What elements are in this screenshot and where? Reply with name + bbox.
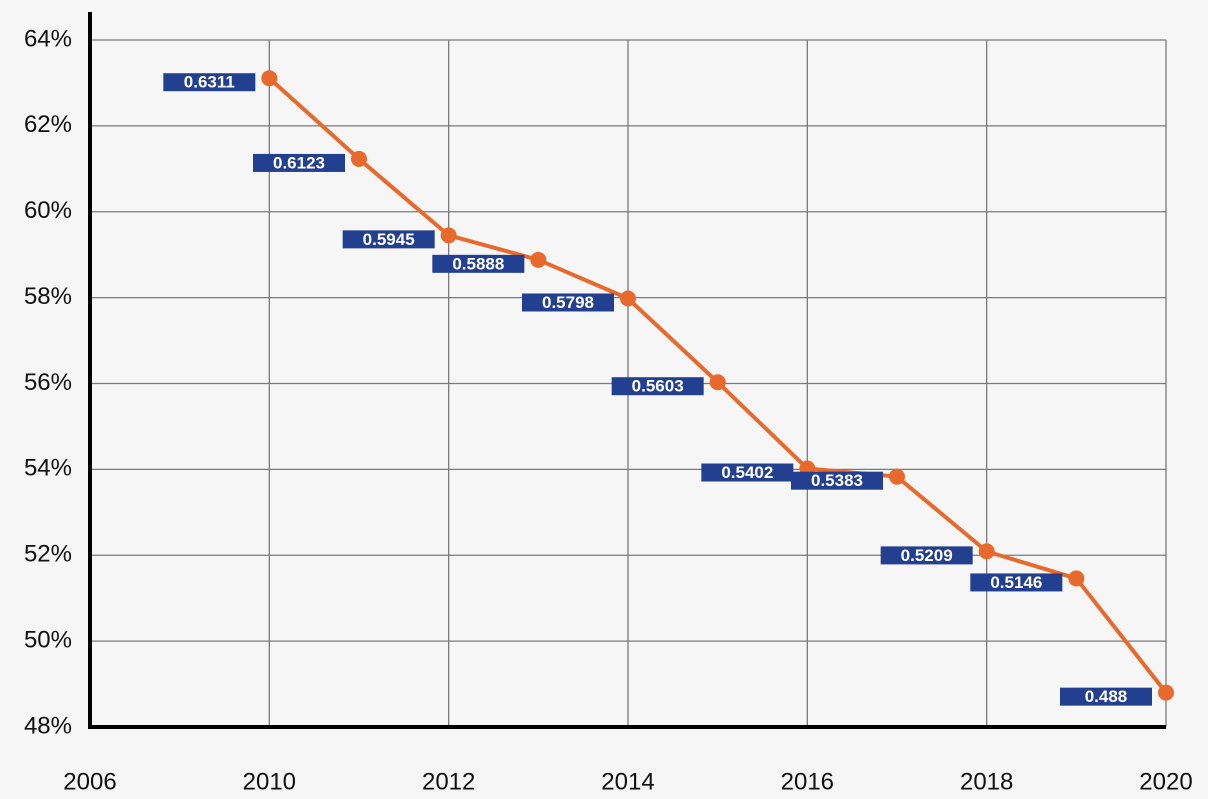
- x-tick-label: 2006: [63, 768, 116, 795]
- y-tick-label: 58%: [24, 283, 72, 310]
- value-label-box: [791, 471, 883, 490]
- y-tick-label: 60%: [24, 197, 72, 224]
- value-label: 0.5798: [542, 293, 594, 312]
- value-label: 0.6123: [273, 153, 325, 172]
- value-label: 0.5945: [363, 230, 415, 249]
- value-label-box: [880, 546, 973, 565]
- value-label-box: [253, 153, 345, 172]
- x-tick-label: 2010: [243, 768, 296, 795]
- value-label-box: [522, 293, 614, 312]
- value-label-box: [1060, 687, 1152, 706]
- value-label: 0.5209: [901, 546, 953, 565]
- value-label: 0.5603: [632, 377, 684, 396]
- point: [978, 543, 995, 560]
- x-tick-label: 2012: [422, 768, 475, 795]
- y-tick-label: 54%: [24, 455, 72, 482]
- value-label: 0.488: [1085, 687, 1128, 706]
- value-label-box: [701, 463, 794, 482]
- x-tick-label: 2016: [781, 768, 834, 795]
- value-label: 0.5383: [811, 471, 863, 490]
- point: [709, 374, 726, 391]
- y-tick-label: 52%: [24, 541, 72, 568]
- y-tick-label: 62%: [24, 111, 72, 138]
- point: [261, 70, 278, 87]
- x-tick-label: 2014: [601, 768, 654, 795]
- point: [1158, 684, 1174, 701]
- y-tick-label: 48%: [24, 712, 72, 739]
- value-label: 0.6311: [184, 73, 235, 92]
- value-label-box: [342, 230, 435, 249]
- point: [620, 290, 636, 307]
- value-label-box: [432, 254, 525, 273]
- y-tick-label: 56%: [24, 369, 72, 396]
- value-label-box: [611, 377, 704, 396]
- point: [1068, 570, 1085, 587]
- point: [351, 150, 367, 167]
- value-label: 0.5402: [721, 463, 773, 482]
- value-label-box: [163, 73, 256, 92]
- point: [889, 468, 905, 485]
- y-tick-label: 64%: [24, 25, 72, 52]
- x-tick-label: 2020: [1139, 768, 1192, 795]
- point: [530, 251, 547, 268]
- y-tick-label: 50%: [24, 626, 72, 653]
- x-tick-label: 2018: [960, 768, 1013, 795]
- value-label: 0.5146: [990, 573, 1042, 592]
- point: [440, 227, 457, 244]
- value-label-box: [970, 573, 1063, 592]
- value-label: 0.5888: [452, 254, 504, 273]
